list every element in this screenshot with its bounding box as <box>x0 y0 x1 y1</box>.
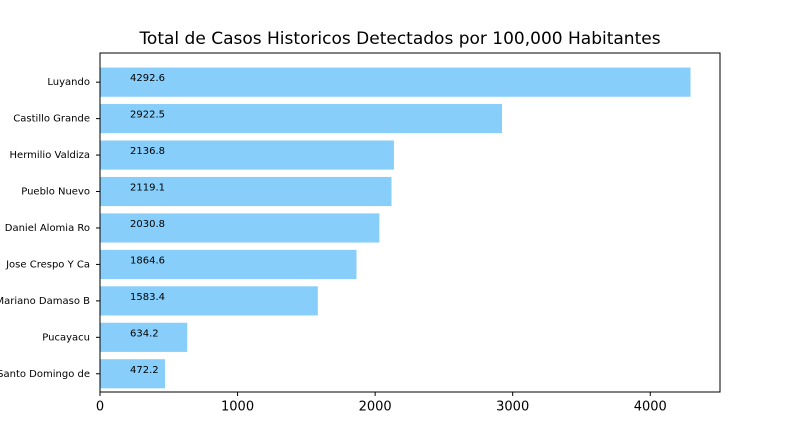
bar <box>100 359 165 389</box>
bar <box>100 176 392 207</box>
bar <box>100 213 380 243</box>
value-label: 472.2 <box>130 365 159 376</box>
y-tick-label: Luyando <box>47 77 90 88</box>
x-tick-label: 4000 <box>634 400 667 415</box>
y-tick-label: Santo Domingo de <box>0 369 90 380</box>
bar <box>100 104 503 134</box>
y-tick-label: Mariano Damaso B <box>0 296 90 307</box>
value-label: 2030.8 <box>130 219 165 230</box>
value-label: 1864.6 <box>130 255 165 266</box>
value-label: 4292.6 <box>130 73 165 84</box>
plot-frame <box>99 52 721 393</box>
value-label: 1583.4 <box>130 292 165 303</box>
x-tick-label: 3000 <box>496 400 529 415</box>
y-tick-label: Pueblo Nuevo <box>21 187 90 198</box>
y-tick-label: Pucayacu <box>42 332 90 343</box>
bar <box>100 249 357 279</box>
value-label: 2119.1 <box>130 183 165 194</box>
y-tick-label: Jose Crespo Y Ca <box>5 259 90 270</box>
bar <box>100 322 188 352</box>
value-label: 2922.5 <box>130 110 165 121</box>
x-tick-label: 1000 <box>221 400 254 415</box>
y-tick-label: Castillo Grande <box>13 114 90 125</box>
bar <box>100 286 318 316</box>
y-tick-label: Hermilio Valdiza <box>10 150 90 161</box>
value-label: 634.2 <box>130 328 159 339</box>
bar <box>100 67 691 97</box>
x-tick-label: 0 <box>96 400 104 415</box>
x-tick-label: 2000 <box>359 400 392 415</box>
bar <box>100 140 394 170</box>
chart-title: Total de Casos Historicos Detectados por… <box>138 29 660 49</box>
value-label: 2136.8 <box>130 146 165 157</box>
y-tick-label: Daniel Alomia Ro <box>5 223 90 234</box>
